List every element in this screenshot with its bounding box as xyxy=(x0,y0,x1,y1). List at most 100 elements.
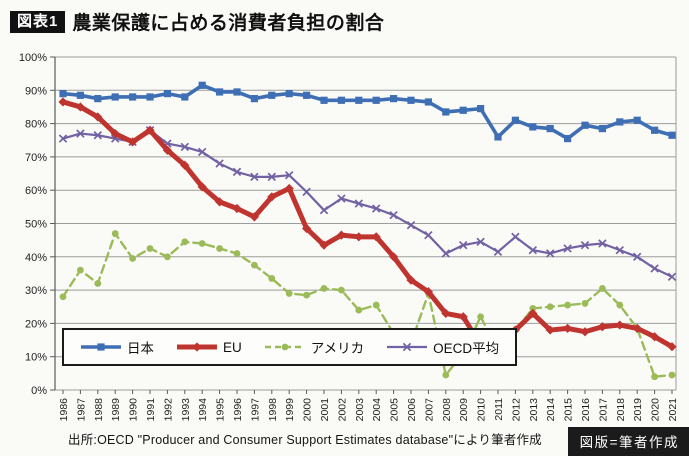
marker-x xyxy=(267,172,277,182)
marker-circle xyxy=(181,238,189,246)
legend-marker-circle xyxy=(264,343,305,351)
marker-circle xyxy=(281,343,289,351)
marker-square xyxy=(129,93,137,101)
legend-label: EU xyxy=(223,339,242,355)
marker-square xyxy=(564,134,572,143)
marker-square xyxy=(59,90,67,98)
marker-x xyxy=(545,249,555,258)
marker-x xyxy=(598,239,607,248)
x-axis-label: 1995 xyxy=(215,398,227,422)
legend-label: OECD平均 xyxy=(433,341,500,356)
marker-x xyxy=(76,129,85,138)
marker-x xyxy=(215,159,224,168)
legend-marker-x xyxy=(387,342,428,352)
marker-square xyxy=(250,95,258,103)
marker-circle xyxy=(129,255,137,262)
marker-square xyxy=(390,95,398,103)
marker-diamond xyxy=(110,128,120,139)
marker-circle xyxy=(198,240,206,247)
x-axis-label: 2005 xyxy=(389,398,401,422)
legend-item-eu: EU xyxy=(176,340,242,355)
page-title: 農業保護に占める消費者負担の割合 xyxy=(72,13,385,34)
x-axis-label: 2011 xyxy=(493,398,505,421)
marker-x xyxy=(197,147,207,157)
y-axis-label: 60% xyxy=(25,185,47,197)
x-axis-label: 2008 xyxy=(441,398,453,422)
x-axis-label: 1997 xyxy=(249,398,261,422)
marker-diamond xyxy=(389,252,399,262)
chart-header: 図表1 農業保護に占める消費者負担の割合 xyxy=(10,8,384,35)
marker-square xyxy=(94,95,102,103)
marker-square xyxy=(320,96,328,104)
x-axis-label: 1999 xyxy=(284,398,296,422)
x-axis-label: 1994 xyxy=(197,398,209,422)
marker-x xyxy=(371,204,381,213)
marker-diamond xyxy=(406,275,416,285)
marker-diamond xyxy=(180,160,190,170)
series-line-eu xyxy=(60,99,675,351)
x-axis-label: 1987 xyxy=(75,398,87,422)
marker-circle xyxy=(651,373,658,381)
y-axis-label: 70% xyxy=(25,152,47,164)
marker-x xyxy=(337,194,346,203)
marker-diamond xyxy=(128,137,138,147)
marker-circle xyxy=(285,290,293,297)
y-axis-label: 90% xyxy=(25,85,47,97)
series-japan xyxy=(59,81,676,143)
x-axis-label: 1993 xyxy=(180,398,192,422)
marker-x xyxy=(389,210,398,220)
marker-diamond xyxy=(319,240,329,250)
y-axis-label: 50% xyxy=(25,219,47,231)
marker-x xyxy=(615,245,625,255)
marker-x xyxy=(424,230,433,240)
marker-circle xyxy=(564,301,571,309)
x-axis-label: 2007 xyxy=(423,398,435,422)
marker-x xyxy=(650,264,659,273)
x-axis-label: 2000 xyxy=(302,398,314,422)
marker-diamond xyxy=(75,102,85,112)
marker-circle xyxy=(251,261,258,269)
marker-circle xyxy=(164,253,171,261)
marker-square xyxy=(511,116,519,124)
marker-square xyxy=(407,96,415,104)
marker-x xyxy=(476,237,485,247)
marker-square xyxy=(581,121,589,129)
x-axis-label: 1988 xyxy=(93,398,105,422)
legend-marker-square xyxy=(81,343,121,351)
marker-square xyxy=(111,93,119,101)
marker-circle xyxy=(546,303,554,311)
marker-diamond xyxy=(284,183,294,194)
marker-circle xyxy=(320,285,328,292)
marker-square xyxy=(668,131,676,139)
marker-x xyxy=(93,131,103,140)
marker-x xyxy=(441,249,451,258)
y-axis-label: 80% xyxy=(25,119,47,131)
series-usa xyxy=(59,230,676,381)
marker-circle xyxy=(668,371,676,379)
marker-diamond xyxy=(580,327,590,337)
marker-x xyxy=(563,244,572,253)
marker-square xyxy=(598,124,606,133)
marker-square xyxy=(529,123,537,131)
marker-diamond xyxy=(302,223,312,234)
legend-label: アメリカ xyxy=(310,341,365,356)
marker-square xyxy=(146,93,154,101)
marker-x xyxy=(493,247,503,257)
y-axis-label: 30% xyxy=(25,285,47,297)
marker-diamond xyxy=(215,197,225,207)
marker-x xyxy=(402,342,412,352)
legend-marker-diamond xyxy=(177,342,217,352)
marker-x xyxy=(232,167,242,177)
x-axis-label: 2013 xyxy=(528,398,540,422)
marker-square xyxy=(372,96,380,104)
marker-circle xyxy=(233,250,241,257)
marker-x xyxy=(406,220,416,230)
x-axis-label: 1991 xyxy=(145,398,157,422)
x-axis-label: 2020 xyxy=(650,398,662,422)
marker-x xyxy=(511,232,520,242)
credit-badge: 図版=筆者作成 xyxy=(567,427,689,456)
legend-item-oecd: OECD平均 xyxy=(386,337,499,357)
marker-circle xyxy=(59,293,67,301)
source-note: 出所:OECD "Producer and Consumer Support E… xyxy=(68,433,542,447)
